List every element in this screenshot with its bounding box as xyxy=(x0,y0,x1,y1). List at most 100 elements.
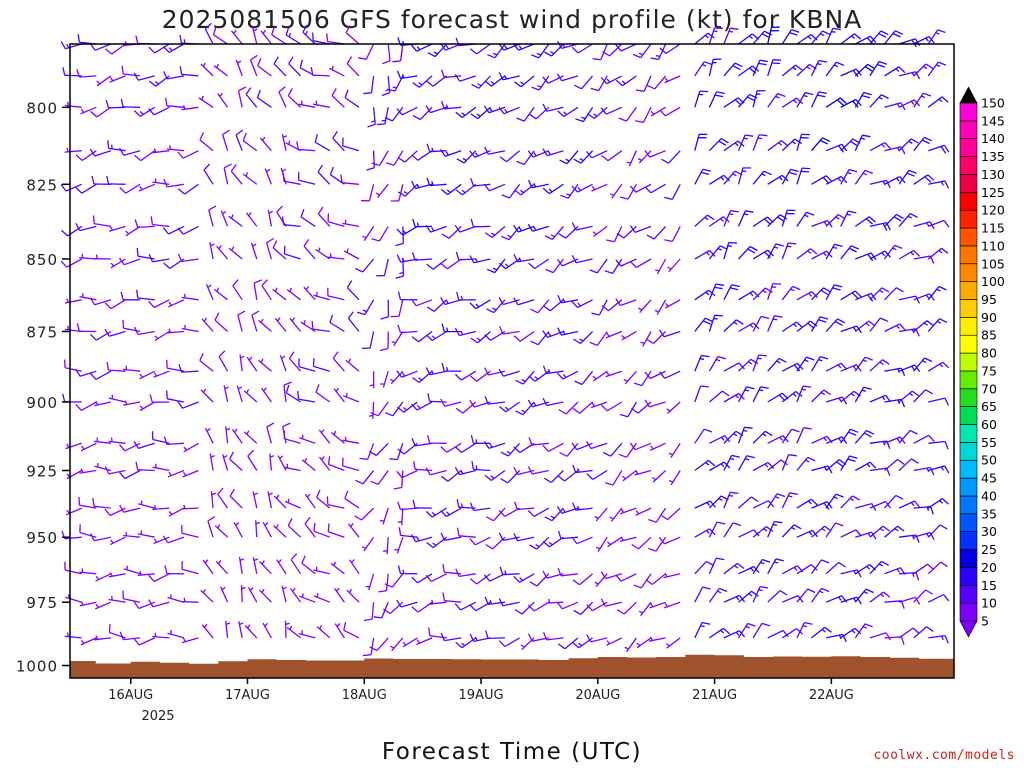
wind-barb xyxy=(752,354,767,372)
wind-barb xyxy=(530,331,550,346)
wind-barb xyxy=(840,210,857,227)
wind-barb xyxy=(228,214,243,227)
wind-barb xyxy=(638,601,652,617)
colorbar-label: 55 xyxy=(981,435,997,450)
wind-barb xyxy=(781,428,800,444)
wind-barb xyxy=(442,592,462,603)
wind-barb xyxy=(411,438,433,447)
wind-barb xyxy=(607,536,623,548)
wind-barb xyxy=(181,597,199,603)
wind-barb xyxy=(104,466,126,475)
wind-barb xyxy=(281,133,288,151)
wind-barb xyxy=(242,132,258,152)
wind-barb xyxy=(884,525,905,538)
wind-barb xyxy=(470,218,491,228)
wind-barb xyxy=(397,150,418,163)
wind-barb xyxy=(840,290,862,301)
wind-barb xyxy=(376,258,389,277)
wind-barb xyxy=(825,27,841,45)
colorbar-label: 95 xyxy=(981,292,997,307)
wind-barb xyxy=(396,370,418,378)
wind-barb xyxy=(80,637,97,646)
wind-barb xyxy=(647,536,667,552)
wind-barb xyxy=(767,140,789,152)
wind-barb xyxy=(392,43,404,63)
wind-barb xyxy=(767,459,788,472)
wind-barb xyxy=(168,507,185,517)
wind-barb xyxy=(811,137,831,152)
wind-barb xyxy=(781,242,797,260)
wind-barb xyxy=(615,258,637,267)
wind-barb xyxy=(796,564,818,575)
wind-barb xyxy=(752,287,773,301)
wind-barb xyxy=(371,226,389,242)
wind-barb xyxy=(752,558,771,575)
wind-barb xyxy=(869,591,891,603)
wind-barb xyxy=(618,106,637,122)
wind-barb xyxy=(572,502,593,511)
wind-barb xyxy=(869,359,890,372)
wind-barb xyxy=(586,601,608,612)
wind-barb xyxy=(135,461,155,472)
wind-barb xyxy=(498,532,520,541)
wind-barb xyxy=(659,370,681,379)
wind-barb xyxy=(738,529,760,538)
wind-barb xyxy=(212,26,228,45)
wind-barb xyxy=(708,314,723,332)
wind-barb xyxy=(767,315,783,332)
wind-barb xyxy=(515,370,535,385)
wind-barb xyxy=(913,174,935,185)
wind-barb xyxy=(247,449,258,471)
wind-barb xyxy=(441,362,462,372)
wind-barb xyxy=(326,33,345,45)
wind-barb xyxy=(317,206,331,227)
wind-barb xyxy=(649,601,666,609)
wind-barb xyxy=(177,225,199,235)
wind-barb xyxy=(440,183,462,196)
wind-barb xyxy=(213,287,228,301)
wind-barb xyxy=(767,520,783,538)
x-tick-label: 22AUG xyxy=(809,688,854,703)
wind-barb xyxy=(498,106,520,115)
x-axis: 16AUG 17AUG 18AUG 19AUG 20AUG 21AUG 22AUG xyxy=(108,678,854,703)
wind-barb xyxy=(869,94,889,108)
wind-barb xyxy=(365,573,375,591)
wind-barb xyxy=(397,291,418,301)
wind-barb xyxy=(884,436,906,444)
wind-barb xyxy=(486,299,506,314)
wind-barb xyxy=(416,637,433,646)
wind-barb xyxy=(92,215,112,228)
colorbar-swatch xyxy=(959,424,978,443)
colorbar-swatch xyxy=(959,567,978,586)
wind-barb xyxy=(586,469,608,480)
wind-barb xyxy=(273,524,287,538)
wind-barb xyxy=(737,622,756,639)
wind-barb xyxy=(913,434,935,444)
wind-barb xyxy=(166,390,185,403)
wind-barb xyxy=(301,457,316,472)
wind-barb xyxy=(181,105,199,111)
wind-barb xyxy=(290,553,302,575)
colorbar-label: 110 xyxy=(981,238,1005,253)
wind-barb xyxy=(738,496,759,509)
wind-barb xyxy=(208,205,217,227)
wind-barb xyxy=(267,491,273,509)
wind-barb xyxy=(440,632,462,642)
wind-barb xyxy=(204,427,214,444)
wind-barb xyxy=(648,636,666,642)
wind-barb xyxy=(304,493,316,509)
y-tick-label: 825 xyxy=(26,176,58,194)
wind-barb xyxy=(572,464,593,474)
wind-barb xyxy=(177,150,199,159)
wind-barb xyxy=(260,29,272,45)
wind-barb xyxy=(247,587,258,603)
wind-barb xyxy=(571,43,593,54)
wind-barb xyxy=(283,430,301,444)
wind-barb xyxy=(708,390,730,403)
wind-barb xyxy=(380,299,390,320)
y-tick-label: 875 xyxy=(26,323,58,341)
wind-barb xyxy=(299,593,316,603)
wind-barb xyxy=(355,258,375,273)
wind-barb xyxy=(259,588,272,603)
wind-barb xyxy=(225,620,231,638)
